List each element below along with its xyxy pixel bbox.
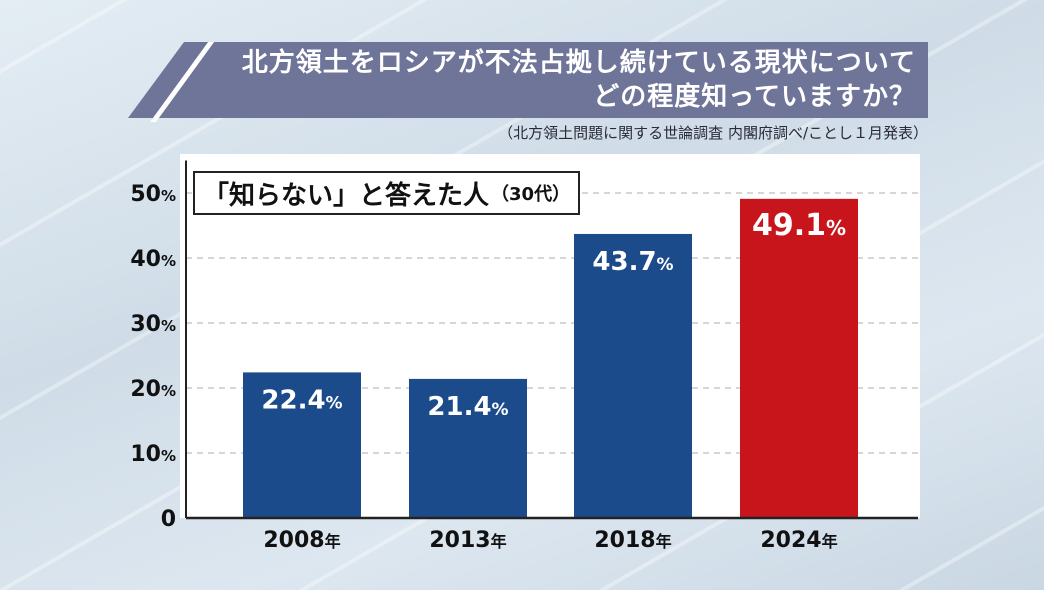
legend-main-label: 「知らない」と答えた人 (203, 180, 490, 211)
y-tick-label: 20% (130, 377, 176, 402)
bar-value-label: 22.4% (261, 385, 342, 415)
title-banner (128, 42, 928, 118)
y-tick-label: 30% (130, 312, 176, 337)
bar (409, 378, 527, 518)
x-category-label: 2024年 (760, 528, 837, 553)
bar (243, 372, 361, 518)
bar-value-label: 49.1% (752, 208, 846, 243)
y-tick-label: 40% (130, 247, 176, 272)
x-category-label: 2013年 (429, 528, 506, 553)
source-note: （北方領土問題に関する世論調査 内閣府調べ/ことし１月発表） (498, 124, 928, 142)
x-category-label: 2018年 (594, 528, 671, 553)
bar (574, 233, 692, 518)
question-title: 北方領土をロシアが不法占拠し続けている現状について どの程度知っていますか？ (196, 46, 916, 114)
legend-sub-label: （30代） (491, 184, 571, 205)
bar-value-label: 43.7% (592, 247, 673, 277)
question-title-line1: 北方領土をロシアが不法占拠し続けている現状について (241, 48, 916, 78)
y-tick-label: 0 (161, 507, 176, 532)
y-tick-label: 10% (130, 442, 176, 467)
legend-box: 「知らない」と答えた人 （30代） (193, 171, 581, 215)
y-tick-label: 50% (130, 182, 176, 207)
bar-value-label: 21.4% (427, 392, 508, 422)
x-category-label: 2008年 (263, 528, 340, 553)
bar (740, 198, 858, 518)
question-title-line2: どの程度知っていますか？ (593, 82, 916, 112)
